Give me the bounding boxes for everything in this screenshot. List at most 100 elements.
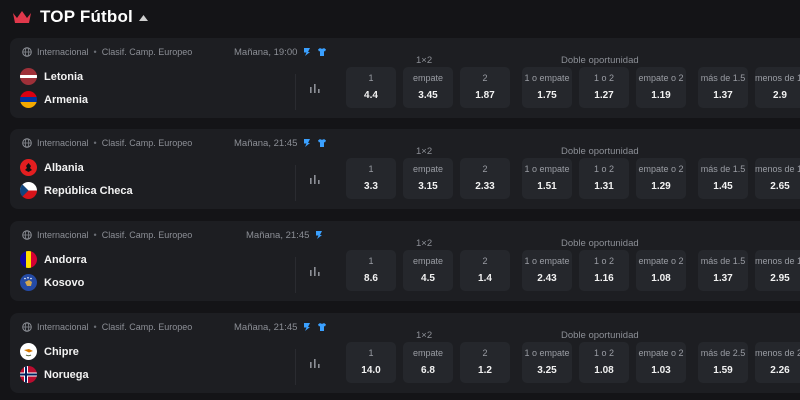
flag-andorra-icon [20,251,37,268]
home-team[interactable]: Andorra [20,248,87,271]
odds-button[interactable]: empate 3.15 [403,158,453,199]
odds-value: 2.9 [773,90,787,101]
shirt-icon [318,139,327,147]
globe-icon [22,138,32,148]
odds-label: más de 1.5 [700,256,746,266]
match-datetime: Mañana, 21:45 [234,320,327,334]
odds-value: 1.37 [713,90,733,101]
flag-cyprus-icon [20,343,37,360]
away-team[interactable]: Noruega [20,363,89,386]
odds-label: menos de 1.5 [755,164,800,174]
teams: Chipre Noruega [20,340,89,386]
odds-button[interactable]: 1 3.3 [346,158,396,199]
odds-value: 3.45 [418,90,438,101]
odds-button[interactable]: menos de 2.5 2.26 [755,342,800,383]
odds-button[interactable]: 2 2.33 [460,158,510,199]
collapse-caret-icon[interactable] [138,14,148,21]
shirt-icon [318,48,327,56]
globe-icon [22,47,32,57]
match-datetime: Mañana, 21:45 [234,136,327,150]
odds-value: 1.4 [478,273,492,284]
league-info: Internacional • Clasif. Camp. Europeo [22,136,192,150]
odds-button[interactable]: 1 o empate 2.43 [522,250,572,291]
odds-button[interactable]: 2 1.87 [460,67,510,108]
odds-button[interactable]: 2 1.4 [460,250,510,291]
home-team[interactable]: Letonia [20,65,88,88]
globe-icon [22,230,32,240]
away-team[interactable]: Kosovo [20,271,87,294]
odds-label: 1 o empate [524,73,570,83]
odds-value: 3.25 [537,365,557,376]
odds-button[interactable]: 1 4.4 [346,67,396,108]
match-card[interactable]: Internacional • Clasif. Camp. Europeo Ma… [10,38,800,118]
odds-value: 1.16 [594,273,614,284]
odds-value: 1.2 [478,365,492,376]
odds-button[interactable]: 1 14.0 [346,342,396,383]
odds-button[interactable]: empate 4.5 [403,250,453,291]
odds-button[interactable]: empate o 2 1.03 [636,342,686,383]
odds-button[interactable]: menos de 1.5 2.9 [755,67,800,108]
odds-label: empate [412,73,444,83]
match-card[interactable]: Internacional • Clasif. Camp. Europeo Ma… [10,129,800,209]
odds-value: 3.15 [418,181,438,192]
odds-button[interactable]: 1 o 2 1.31 [579,158,629,199]
odds-button[interactable]: 1 8.6 [346,250,396,291]
market-double-title: Doble oportunidad [561,146,639,157]
odds-button[interactable]: más de 1.5 1.45 [698,158,748,199]
statistics-icon[interactable] [309,174,321,184]
league-info: Internacional • Clasif. Camp. Europeo [22,320,192,334]
odds-label: más de 1.5 [700,73,746,83]
odds-value: 1.19 [651,90,671,101]
statistics-icon[interactable] [309,266,321,276]
odds-button[interactable]: 1 o 2 1.08 [579,342,629,383]
odds-button[interactable]: empate o 2 1.19 [636,67,686,108]
odds-button[interactable]: 1 o empate 1.51 [522,158,572,199]
odds-button[interactable]: menos de 1.5 2.65 [755,158,800,199]
odds-button[interactable]: empate 6.8 [403,342,453,383]
match-card[interactable]: Internacional • Clasif. Camp. Europeo Ma… [10,221,800,301]
match-card[interactable]: Internacional • Clasif. Camp. Europeo Ma… [10,313,800,393]
odds-value: 2.65 [770,181,790,192]
odds-button[interactable]: 2 1.2 [460,342,510,383]
away-team-name: Kosovo [44,276,85,289]
divider [295,74,296,110]
statistics-icon[interactable] [309,83,321,93]
statistics-icon[interactable] [309,358,321,368]
teams: Albania República Checa [20,156,133,202]
market-double-title: Doble oportunidad [561,330,639,341]
league-info: Internacional • Clasif. Camp. Europeo [22,45,192,59]
odds-label: empate o 2 [638,256,684,266]
away-team[interactable]: República Checa [20,179,133,202]
odds-label: empate o 2 [638,73,684,83]
odds-label: 1 o 2 [593,164,615,174]
odds-button[interactable]: empate o 2 1.29 [636,158,686,199]
odds-button[interactable]: 1 o 2 1.16 [579,250,629,291]
odds-value: 4.5 [421,273,435,284]
odds-value: 2.26 [770,365,790,376]
home-team[interactable]: Albania [20,156,133,179]
odds-button[interactable]: 1 o empate 1.75 [522,67,572,108]
home-team[interactable]: Chipre [20,340,89,363]
odds-value: 8.6 [364,273,378,284]
odds-button[interactable]: empate o 2 1.08 [636,250,686,291]
odds-button[interactable]: menos de 1.5 2.95 [755,250,800,291]
odds-button[interactable]: más de 2.5 1.59 [698,342,748,383]
teams: Letonia Armenia [20,65,88,111]
odds-button[interactable]: más de 1.5 1.37 [698,250,748,291]
odds-label: empate o 2 [638,348,684,358]
odds-button[interactable]: más de 1.5 1.37 [698,67,748,108]
odds-value: 2.33 [475,181,495,192]
live-stream-icon [316,231,323,239]
away-team-name: Armenia [44,93,89,106]
market-1x2-title: 1×2 [416,55,433,66]
odds-label: empate [412,256,444,266]
odds-button[interactable]: 1 o empate 3.25 [522,342,572,383]
odds-button[interactable]: empate 3.45 [403,67,453,108]
flag-albania-icon [20,159,37,176]
odds-button[interactable]: 1 o 2 1.27 [579,67,629,108]
match-datetime: Mañana, 21:45 [246,228,324,242]
odds-label: menos de 2.5 [755,348,800,358]
match-time: Mañana, 21:45 [234,137,298,149]
match-time: Mañana, 19:00 [234,46,298,58]
away-team[interactable]: Armenia [20,88,88,111]
